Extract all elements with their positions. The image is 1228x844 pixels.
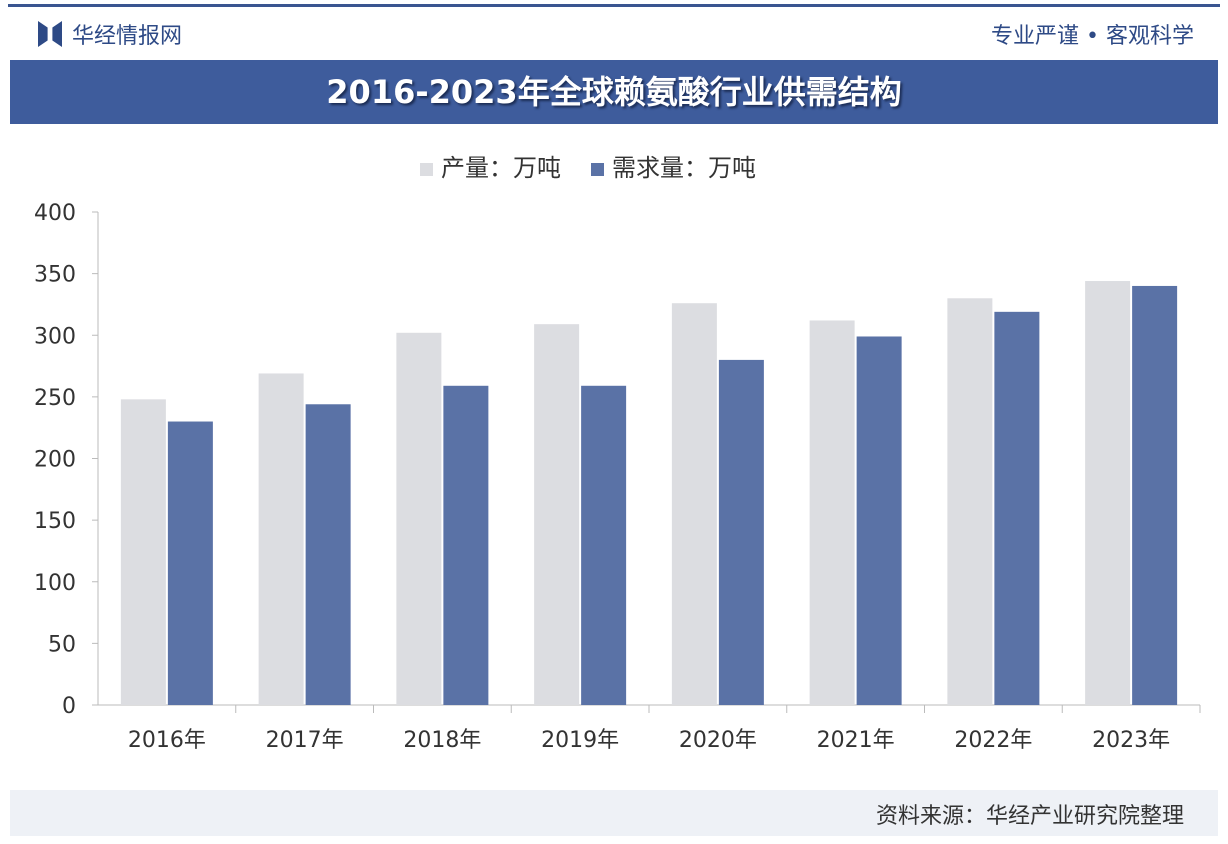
x-tick-label: 2021年 (817, 728, 895, 753)
legend-swatch (420, 162, 433, 176)
legend: 产量：万吨 需求量：万吨 (420, 148, 756, 183)
bar-demand (856, 336, 902, 705)
chart-title: 2016-2023年全球赖氨酸行业供需结构 (10, 60, 1218, 124)
bar-demand (305, 404, 351, 705)
bar-production (671, 303, 717, 705)
legend-swatch (591, 162, 604, 176)
bar-demand (994, 311, 1040, 705)
x-tick-label: 2018年 (403, 728, 481, 753)
y-tick-label: 250 (34, 386, 76, 411)
top-rule (8, 4, 1220, 7)
bar-production (258, 373, 304, 705)
bar-demand (1132, 285, 1178, 705)
legend-label: 产量：万吨 (441, 154, 561, 182)
y-tick-label: 0 (62, 694, 76, 719)
x-tick-label: 2023年 (1092, 728, 1170, 753)
y-tick-label: 150 (34, 509, 76, 534)
y-tick-label: 100 (34, 571, 76, 596)
bar-demand (718, 359, 764, 705)
bar-production (809, 320, 855, 705)
bar-production (1085, 281, 1131, 705)
legend-item-demand: 需求量：万吨 (591, 148, 756, 183)
y-tick-label: 300 (34, 324, 76, 349)
x-tick-label: 2020年 (679, 728, 757, 753)
y-tick-label: 50 (48, 632, 76, 657)
logo: 华经情报网 (38, 18, 182, 50)
legend-label: 需求量：万吨 (612, 154, 756, 182)
slogan: 专业严谨 • 客观科学 (991, 24, 1194, 49)
source-note: 资料来源：华经产业研究院整理 (875, 804, 1184, 829)
bar-production (120, 399, 166, 705)
x-tick-label: 2017年 (266, 728, 344, 753)
logo-text: 华经情报网 (72, 24, 183, 49)
x-tick-label: 2022年 (954, 728, 1032, 753)
bar-demand (581, 385, 627, 705)
bar-demand (167, 421, 213, 705)
bar-production (396, 332, 442, 705)
y-tick-label: 200 (34, 448, 76, 473)
y-tick-label: 350 (34, 263, 76, 288)
footer-band (10, 790, 1218, 836)
bar-production (947, 298, 993, 705)
y-tick-label: 400 (34, 201, 76, 226)
bar-production (534, 324, 580, 705)
x-tick-label: 2016年 (128, 728, 206, 753)
legend-item-production: 产量：万吨 (420, 148, 561, 183)
x-tick-label: 2019年 (541, 728, 619, 753)
bar-demand (443, 385, 489, 705)
